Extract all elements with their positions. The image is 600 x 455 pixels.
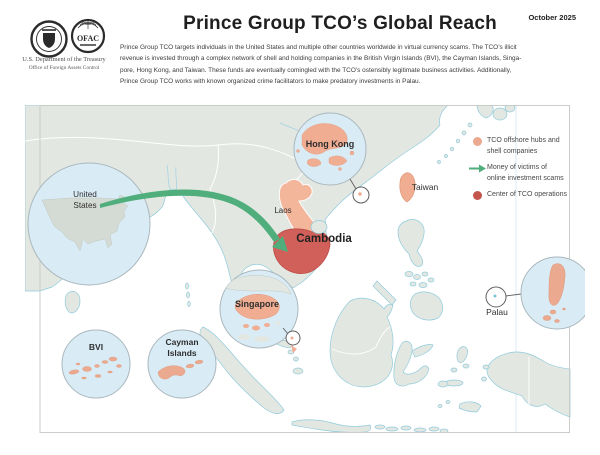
legend-item-offshore-hubs: TCO offshore hubs and shell companies: [468, 136, 572, 157]
money-flow-arrow: [100, 189, 288, 252]
inset-palau: [485, 256, 585, 330]
treasury-seal: [30, 20, 68, 58]
leader-line-palau: [505, 293, 522, 297]
legend-item-tco-center: Center of TCO operations: [468, 190, 572, 201]
page-title: Prince Group TCO’s Global Reach: [183, 13, 497, 34]
label-taiwan: Taiwan: [411, 182, 439, 192]
intro-line: pore, Hong Kong, and Taiwan. These funds…: [120, 66, 512, 74]
tco-center-dot-icon: [473, 191, 482, 201]
legend-text-line: shell companies: [487, 147, 538, 155]
inset-hong-kong: [293, 112, 370, 204]
inset-united-states: [27, 162, 151, 286]
leader-line-hong-kong: [349, 178, 357, 190]
label-united-states: United States: [73, 190, 97, 210]
leader-line-singapore: [282, 327, 289, 335]
legend-text-line: Money of victims of: [487, 164, 547, 172]
legend-text-line: online investment scams: [487, 174, 564, 182]
label-laos: Laos: [274, 206, 292, 215]
ofac-seal: OFAC: [70, 18, 106, 54]
country-taiwan: [399, 172, 416, 203]
country-cambodia: [273, 228, 331, 275]
date-label: October 2025: [528, 13, 576, 22]
intro-line: Prince Group TCO targets individuals in …: [120, 44, 517, 51]
label-palau: Palau: [486, 307, 508, 317]
inset-cayman-islands: [147, 329, 217, 399]
label-cayman-islands: Cayman Islands: [165, 337, 199, 358]
offshore-hub-dot-icon: [473, 137, 482, 146]
label-singapore: Singapore: [234, 299, 280, 309]
inset-bvi: [61, 329, 131, 399]
inset-singapore: [219, 269, 301, 353]
island-hainan: [310, 220, 328, 234]
legend-text-line: TCO offshore hubs and: [487, 137, 560, 144]
agency-office: Office of Foreign Assets Control: [28, 65, 100, 71]
intro-line: Prince Group TCO works with known organi…: [120, 78, 421, 86]
map-legend: TCO offshore hubs and shell companies Mo…: [468, 136, 572, 207]
ofac-seal-text: OFAC: [77, 34, 99, 43]
islands-southeast-asia: [64, 105, 571, 433]
legend-text-line: Center of TCO operations: [487, 191, 568, 199]
intro-paragraph: Prince Group TCO targets individuals in …: [120, 42, 521, 87]
label-cambodia: Cambodia: [296, 233, 352, 245]
legend-item-victims-money: Money of victims of online investment sc…: [468, 163, 572, 184]
border-borneo: [331, 326, 391, 355]
agency-name: U.S. Department of the Treasury: [22, 56, 106, 63]
asia-map: [25, 105, 585, 433]
intro-line: revenue is invested through a complex ne…: [120, 55, 522, 63]
agency-seals: OFAC: [22, 14, 112, 63]
green-arrow-icon: [468, 163, 487, 184]
label-hong-kong: Hong Kong: [305, 139, 355, 149]
label-bvi: BVI: [88, 342, 104, 352]
